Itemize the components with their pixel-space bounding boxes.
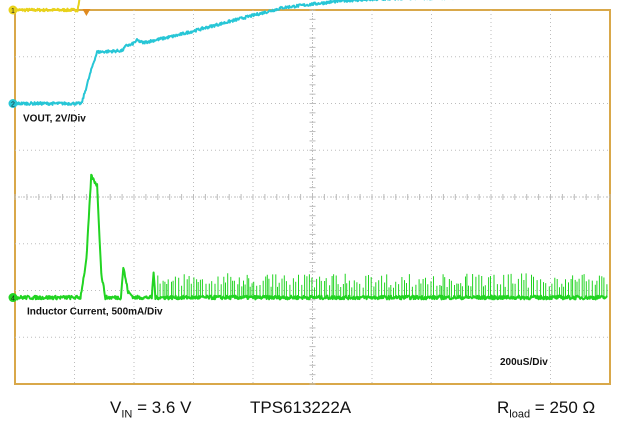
channel-marker-1 [8,5,18,15]
channel-label-4: Inductor Current, 500mA/Div [27,307,163,318]
timebase-label: 200uS/Div [500,357,548,368]
channel-marker-4 [8,293,18,303]
channel-label-2: VOUT, 2V/Div [23,114,86,125]
trigger-marker [82,9,91,16]
channel-marker-label-4: 4 [11,296,15,303]
channel-marker-label-1: 1 [11,8,15,15]
vin-annotation: VIN = 3.6 V [110,398,192,421]
trace-channel-2 [14,0,457,106]
part-number-annotation: TPS613222A [250,398,352,417]
switching-pulses-channel-4 [157,273,608,298]
channel-marker-2 [8,99,18,108]
channel-marker-label-2: 2 [11,102,15,109]
rload-annotation: Rload = 250 Ω [497,398,596,421]
